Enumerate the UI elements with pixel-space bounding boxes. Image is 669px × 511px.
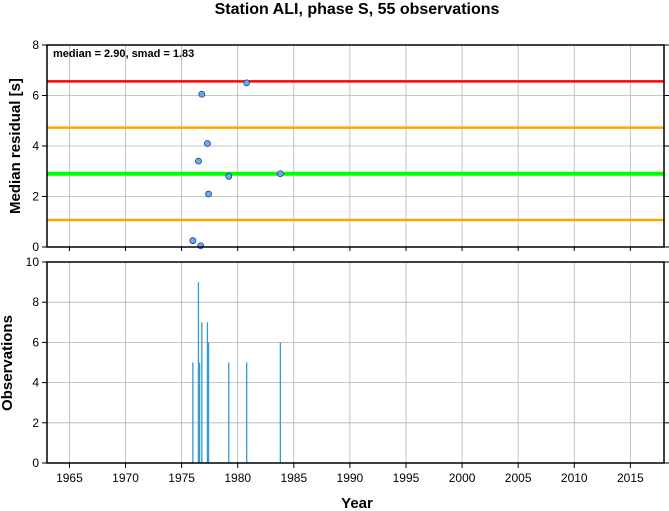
x-tick-label: 2000 [449, 471, 476, 485]
y-tick-label: 0 [32, 240, 39, 254]
year-x-ticks: 1965 1970 1975 1980 1985 1990 1995 2000 2005 2010… [56, 463, 644, 485]
observations-y-label: Observations [0, 315, 16, 411]
observations-grid [47, 261, 664, 464]
year-x-label: Year [341, 495, 373, 511]
residual-y-ticks: 0 2 4 6 8 [32, 38, 669, 254]
y-tick-label: 6 [32, 335, 39, 349]
residual-point [205, 190, 212, 198]
y-tick-label: 4 [32, 139, 39, 153]
x-tick-label: 2015 [617, 471, 644, 485]
residual-point [276, 170, 284, 178]
observations-y-ticks: 0 2 4 6 8 10 [26, 255, 669, 470]
x-tick-label: 1980 [224, 471, 251, 485]
residual-y-label: Median residual [s] [7, 78, 24, 214]
y-tick-label: 10 [26, 255, 40, 269]
residual-point [225, 172, 233, 180]
y-tick-label: 8 [32, 38, 39, 52]
residual-point [197, 242, 205, 250]
residual-point [243, 79, 251, 87]
stats-annotation: median = 2.90, smad = 1.83 [53, 48, 194, 60]
y-tick-label: 2 [32, 190, 39, 204]
x-tick-label: 1970 [112, 471, 139, 485]
residual-grid [47, 44, 664, 248]
chart-title: Station ALI, phase S, 55 observations [215, 1, 500, 18]
residual-point [195, 157, 202, 165]
x-tick-label: 1995 [393, 471, 420, 485]
residual-points [189, 79, 284, 250]
x-tick-label: 1990 [337, 471, 364, 485]
residual-point [198, 90, 206, 98]
observations-plot-frame [46, 261, 665, 464]
x-tick-label: 1975 [168, 471, 195, 485]
y-tick-label: 2 [32, 416, 39, 430]
x-tick-label: 2005 [505, 471, 532, 485]
x-tick-label: 2010 [561, 471, 588, 485]
y-tick-label: 4 [32, 376, 39, 390]
reference-lines [47, 80, 664, 222]
y-tick-label: 8 [32, 295, 39, 309]
observation-bars [192, 282, 281, 463]
residual-point [189, 237, 197, 245]
residual-point [204, 140, 211, 147]
x-tick-label: 1965 [56, 471, 83, 485]
x-tick-label: 1985 [280, 471, 307, 485]
y-tick-label: 0 [32, 456, 39, 470]
y-tick-label: 6 [32, 89, 39, 103]
